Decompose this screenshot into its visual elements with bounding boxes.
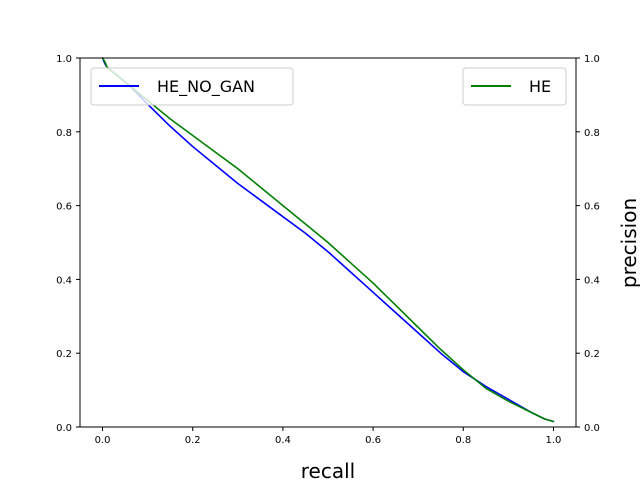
x-axis-label: recall xyxy=(301,459,355,480)
x-tick-label: 0.0 xyxy=(95,435,111,446)
y-axis-left-ticks: 0.0 0.2 0.4 0.6 0.8 1.0 xyxy=(56,54,80,434)
y-tick-label-left: 0.0 xyxy=(56,423,72,434)
y-axis-label: precision xyxy=(617,198,640,288)
y-tick-label-left: 0.6 xyxy=(56,202,72,213)
y-tick-label-left: 0.2 xyxy=(56,349,72,360)
y-tick-label-right: 0.6 xyxy=(584,202,600,213)
y-axis-right-ticks: 0.0 0.2 0.4 0.6 0.8 1.0 xyxy=(576,54,600,434)
y-tick-label-right: 0.4 xyxy=(584,275,600,286)
y-tick-label-right: 1.0 xyxy=(584,54,600,65)
x-tick-label: 0.6 xyxy=(365,435,381,446)
x-tick-label: 0.4 xyxy=(275,435,291,446)
y-tick-label-left: 0.4 xyxy=(56,275,72,286)
y-tick-label-right: 0.0 xyxy=(584,423,600,434)
legend-left-label: HE_NO_GAN xyxy=(157,77,255,97)
y-tick-label-left: 0.8 xyxy=(56,128,72,139)
plot-frame xyxy=(79,57,577,428)
x-tick-label: 0.8 xyxy=(455,435,471,446)
legend-left: HE_NO_GAN xyxy=(90,67,294,106)
legend-left-box xyxy=(90,67,294,106)
x-tick-label: 1.0 xyxy=(546,435,562,446)
x-axis-ticks: 0.0 0.2 0.4 0.6 0.8 1.0 xyxy=(95,427,562,446)
y-tick-label-right: 0.8 xyxy=(584,128,600,139)
y-tick-label-left: 1.0 xyxy=(56,54,72,65)
y-tick-label-right: 0.2 xyxy=(584,349,600,360)
legend-right: HE xyxy=(462,67,567,106)
legend-right-box xyxy=(462,67,567,106)
x-tick-label: 0.2 xyxy=(185,435,201,446)
legend-right-label: HE xyxy=(529,77,551,96)
